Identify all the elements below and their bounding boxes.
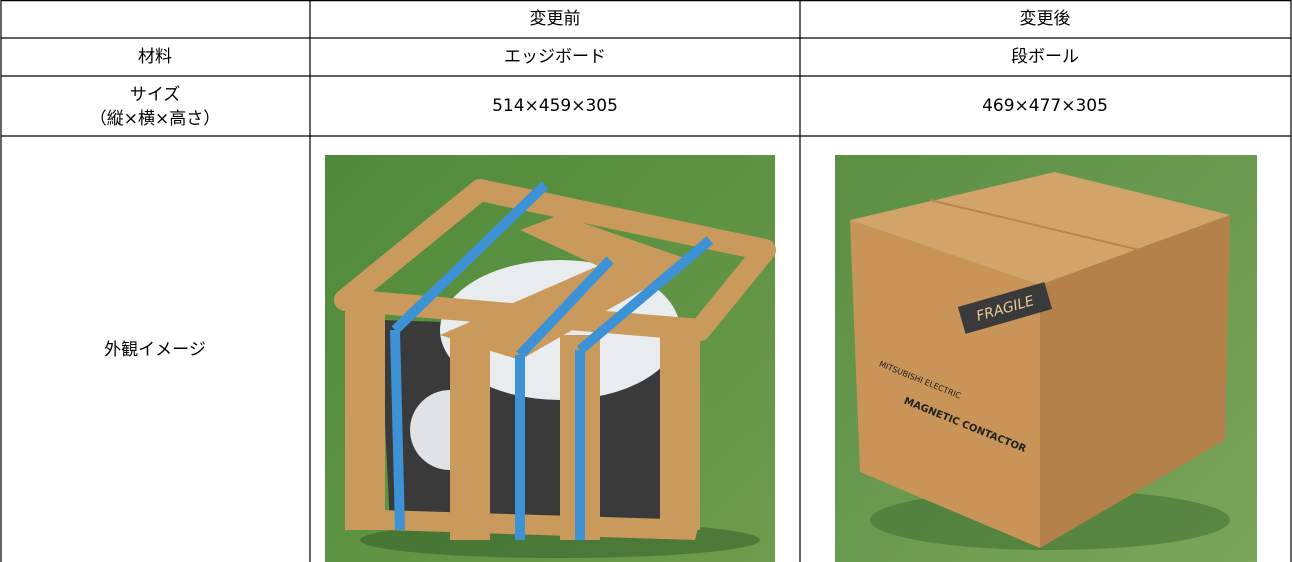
cell: エッジボード xyxy=(504,47,606,67)
photo-before xyxy=(325,155,776,562)
row-label: （縦×横×高さ） xyxy=(90,109,221,129)
row-label: サイズ xyxy=(130,85,181,105)
cell: 514×459×305 xyxy=(492,96,618,116)
column-header: 変更前 xyxy=(530,9,581,29)
photo-after: FRAGILE MITSUBISHI ELECTRIC MAGNETIC CON… xyxy=(835,155,1257,562)
row-label: 外観イメージ xyxy=(104,340,206,360)
column-header: 変更後 xyxy=(1020,9,1071,29)
cell: 段ボール xyxy=(1011,47,1079,67)
cell: 469×477×305 xyxy=(982,96,1108,116)
row-label: 材料 xyxy=(138,47,172,67)
